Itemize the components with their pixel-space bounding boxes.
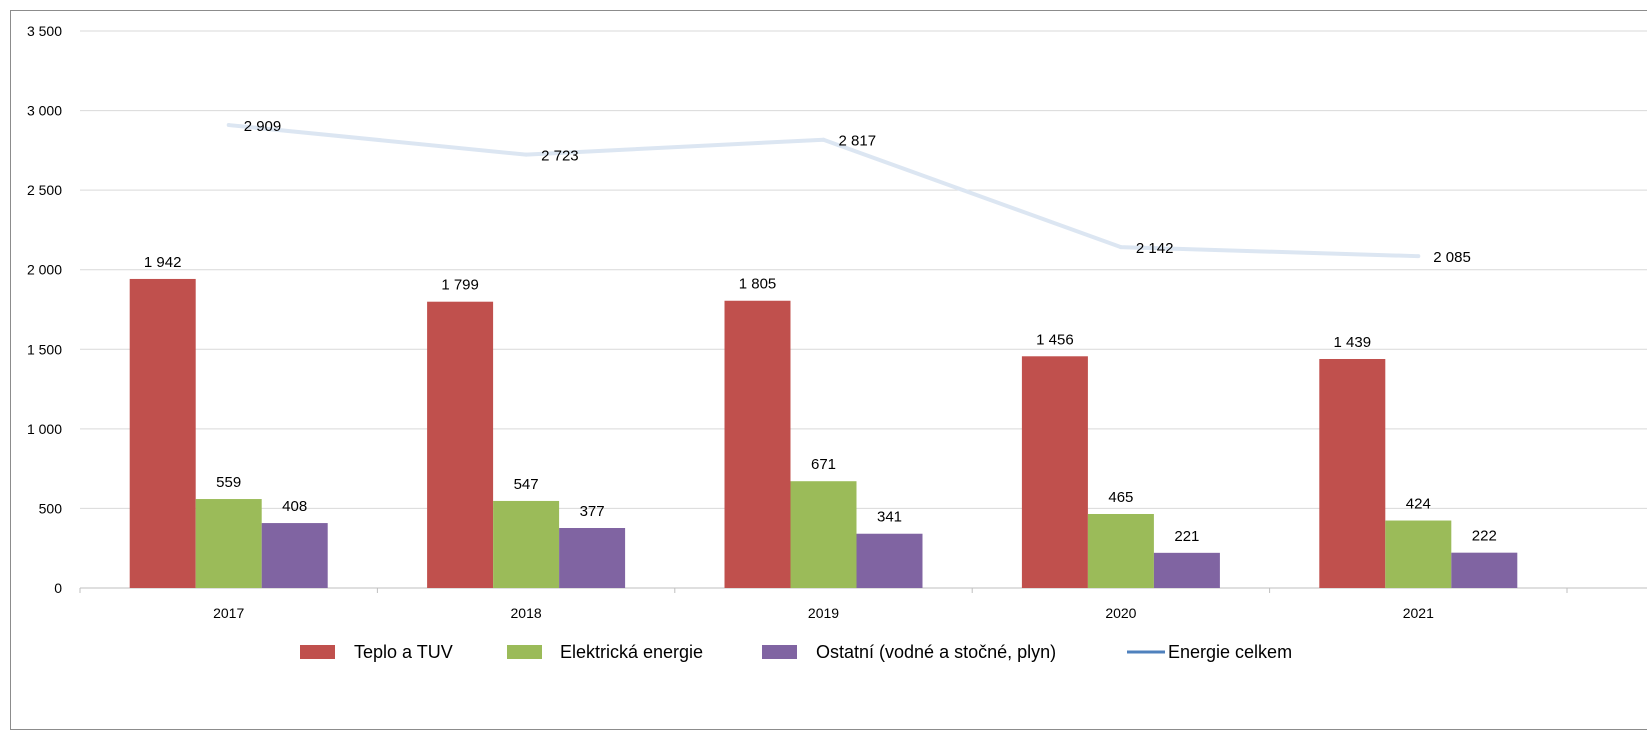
y-tick-label: 1 500 xyxy=(27,341,62,357)
bar xyxy=(1319,358,1386,588)
bar xyxy=(1021,356,1088,588)
y-tick-label: 2 000 xyxy=(27,262,62,278)
bar-data-label: 559 xyxy=(216,474,241,491)
bar-data-label: 547 xyxy=(514,476,539,493)
legend-label: Ostatní (vodné a stočné, plyn) xyxy=(816,642,1056,662)
legend-label: Elektrická energie xyxy=(560,642,703,662)
x-tick-label: 2019 xyxy=(808,605,839,621)
bar xyxy=(559,528,626,588)
bar xyxy=(1385,520,1452,588)
line-point xyxy=(524,152,529,157)
bar xyxy=(724,300,791,588)
x-axis-ticks: 2017 2018 2019 2020 2021 xyxy=(79,588,1568,621)
bar-data-label: 1 456 xyxy=(1036,331,1074,348)
line-point xyxy=(226,123,231,128)
y-tick-label: 3 500 xyxy=(27,23,62,39)
bars xyxy=(129,278,1518,588)
bar xyxy=(790,481,857,588)
y-tick-label: 1 000 xyxy=(27,421,62,437)
x-tick-label: 2017 xyxy=(213,605,244,621)
line-data-label: 2 142 xyxy=(1136,240,1174,257)
bar xyxy=(856,533,923,588)
y-tick-label: 0 xyxy=(54,580,62,596)
bar-data-label: 1 805 xyxy=(739,276,777,293)
bar xyxy=(261,523,328,588)
bar-data-label: 222 xyxy=(1472,528,1497,545)
bar-data-label: 377 xyxy=(580,503,605,520)
x-tick-label: 2018 xyxy=(511,605,542,621)
legend-label: Teplo a TUV xyxy=(354,642,453,662)
bar xyxy=(493,500,560,588)
bar-data-label: 408 xyxy=(282,498,307,515)
line-data-label: 2 085 xyxy=(1433,249,1471,266)
line-data-label: 2 817 xyxy=(839,133,877,150)
line-point xyxy=(821,137,826,142)
total-line xyxy=(226,123,1421,259)
bar-data-label: 1 439 xyxy=(1334,334,1372,351)
bar-data-label: 341 xyxy=(877,509,902,526)
line-data-label: 2 909 xyxy=(244,118,282,135)
x-tick-label: 2020 xyxy=(1105,605,1136,621)
bar xyxy=(1451,552,1518,588)
bar xyxy=(1153,552,1220,588)
x-tick-label: 2021 xyxy=(1403,605,1434,621)
line-data-label: 2 723 xyxy=(541,148,579,165)
legend: Teplo a TUV Elektrická energie Ostatní (vo… xyxy=(300,642,1292,662)
chart: 0 500 1 000 1 500 2 000 2 500 3 000 3 500 1 942… xyxy=(27,23,1647,662)
y-tick-label: 3 000 xyxy=(27,103,62,119)
line-point xyxy=(1118,245,1123,250)
bar xyxy=(1087,513,1154,588)
bar xyxy=(427,301,494,588)
bar xyxy=(129,278,196,588)
legend-swatch xyxy=(762,645,797,659)
bar-data-label: 671 xyxy=(811,456,836,473)
data-labels: 1 942 1 799 1 805 1 456 1 439 559 547 671 465 424… xyxy=(144,118,1497,545)
bar-data-label: 1 799 xyxy=(441,277,479,294)
y-tick-label: 2 500 xyxy=(27,182,62,198)
bar xyxy=(195,499,262,588)
y-tick-label: 500 xyxy=(39,500,63,516)
legend-swatch xyxy=(507,645,542,659)
legend-label: Energie celkem xyxy=(1168,642,1292,662)
bar-data-label: 221 xyxy=(1174,528,1199,545)
line-point xyxy=(1416,254,1421,259)
bar-data-label: 424 xyxy=(1406,496,1431,513)
bar-data-label: 1 942 xyxy=(144,254,182,271)
legend-swatch xyxy=(300,645,335,659)
y-axis-ticks: 0 500 1 000 1 500 2 000 2 500 3 000 3 500 xyxy=(27,23,62,596)
bar-data-label: 465 xyxy=(1108,489,1133,506)
